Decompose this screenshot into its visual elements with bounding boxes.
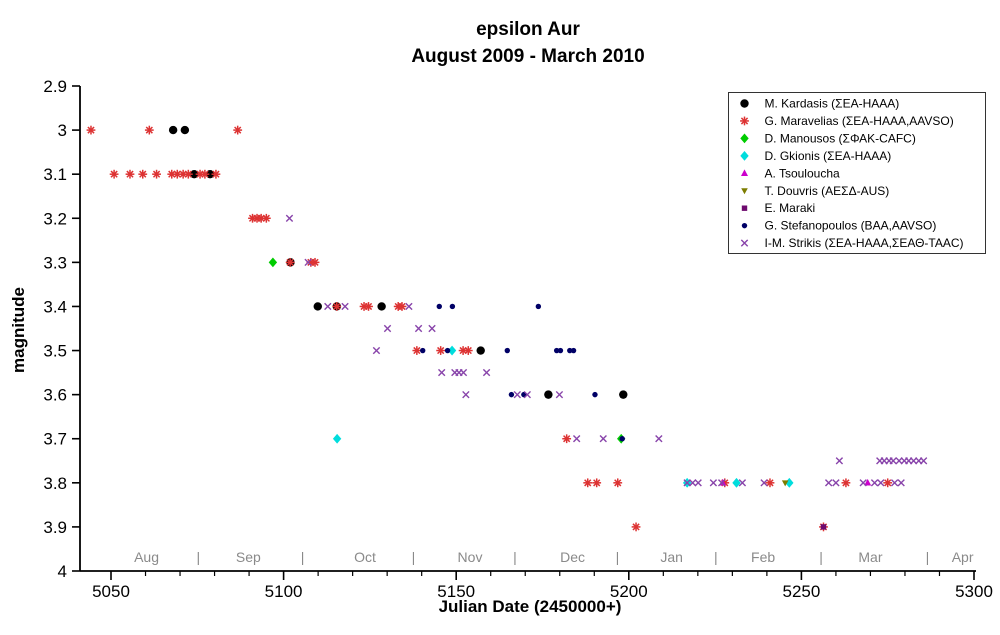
legend-item: M. Kardasis (ΣΕΑ-ΗΑΑΑ) [740,97,899,111]
series-t-douvris-aus [781,480,789,487]
series-m-kardasis [168,125,628,399]
data-points [86,125,928,532]
legend-item: E. Maraki [741,201,816,215]
legend-item: I-M. Strikis (ΣΕΑ-ΗΑΑΑ,ΣΕΑΘ-ΤΑΑC) [740,236,964,250]
x-tick-label: 5200 [610,582,648,601]
y-tick-label: 3.3 [43,253,67,272]
month-label: Aug [134,549,159,565]
y-axis-label: magnitude [9,287,28,373]
legend-item-label: I-M. Strikis (ΣΕΑ-ΗΑΑΑ,ΣΕΑΘ-ΤΑΑC) [765,236,964,250]
month-label: Dec [560,549,585,565]
series-e-maraki [820,524,827,530]
y-tick-label: 3.5 [43,342,67,361]
y-tick-label: 3.9 [43,518,67,537]
month-separator: | [513,549,517,565]
x-tick-label: 5100 [265,582,303,601]
month-label: Jan [660,549,683,565]
legend-item: G. Stefanopoulos (BAA,AAVSO) [741,219,937,233]
month-label: Mar [858,549,882,565]
series-i-m-strikis-c [285,214,928,487]
month-separator: | [616,549,620,565]
y-tick-label: 3.7 [43,430,67,449]
legend-item-label: M. Kardasis (ΣΕΑ-ΗΑΑΑ) [765,97,900,111]
month-separator: | [197,549,201,565]
y-tick-label: 2.9 [43,77,67,96]
y-tick-label: 4 [58,562,67,581]
series-g-stefanopoulos-baa-aavso [420,303,625,442]
legend-item-label: E. Maraki [765,201,816,215]
legend-item-label: G. Maravelias (ΣΕΑ-ΗΑΑΑ,AAVSO) [765,114,954,128]
legend-item: D. Manousos (ΣΦΑΚ-CAFC) [740,131,916,145]
legend-item: G. Maravelias (ΣΕΑ-ΗΑΑΑ,AAVSO) [740,114,954,128]
month-label: Nov [458,549,483,565]
x-tick-label: 5300 [955,582,993,601]
legend-item-label: T. Douvris (ΑΕΣΔ-AUS) [765,184,890,198]
legend-item-label: D. Gkionis (ΣΕΑ-ΗΑΑΑ) [765,149,892,163]
legend-item-label: A. Tsouloucha [765,166,840,180]
axes: 2.9 3 3.1 3.2 3.3 3.4 3.5 3.6 3.7 3.8 3.9 4 5050 5100… [43,77,993,601]
y-tick-label: 3.8 [43,474,67,493]
month-label: Sep [236,549,261,565]
y-tick-label: 3.6 [43,386,67,405]
month-separator: | [301,549,305,565]
legend: M. Kardasis (ΣΕΑ-ΗΑΑΑ) G. Maravelias (ΣΕΑ… [728,92,986,254]
legend-item: D. Gkionis (ΣΕΑ-ΗΑΑΑ) [740,149,891,163]
x-tick-label: 5250 [782,582,820,601]
month-separator: | [926,549,930,565]
chart-subtitle: August 2009 - March 2010 [411,46,644,67]
y-tick-label: 3.2 [43,209,67,228]
month-separator: | [714,549,718,565]
x-axis-label: Julian Date (2450000+) [439,597,622,616]
y-tick-label: 3.4 [43,297,67,316]
legend-item: T. Douvris (ΑΕΣΔ-AUS) [741,184,889,198]
month-label: Apr [952,549,974,565]
y-tick-label: 3.1 [43,165,67,184]
legend-item-label: D. Manousos (ΣΦΑΚ-CAFC) [765,131,916,145]
legend-item-label: G. Stefanopoulos (BAA,AAVSO) [765,219,937,233]
x-tick-label: 5050 [92,582,130,601]
month-separator: | [819,549,823,565]
y-tick-label: 3 [58,121,67,140]
legend-box [728,92,986,254]
month-separator: | [412,549,416,565]
chart-title: epsilon Aur [476,19,580,40]
month-strip: Aug Sep Oct Nov Dec Jan Feb Mar Apr | | | | | | | | [134,549,974,565]
x-tick-label: 5150 [437,582,475,601]
month-label: Oct [354,549,376,565]
month-label: Feb [751,549,775,565]
legend-item: A. Tsouloucha [741,166,840,180]
series-d-gkionis [332,345,794,488]
